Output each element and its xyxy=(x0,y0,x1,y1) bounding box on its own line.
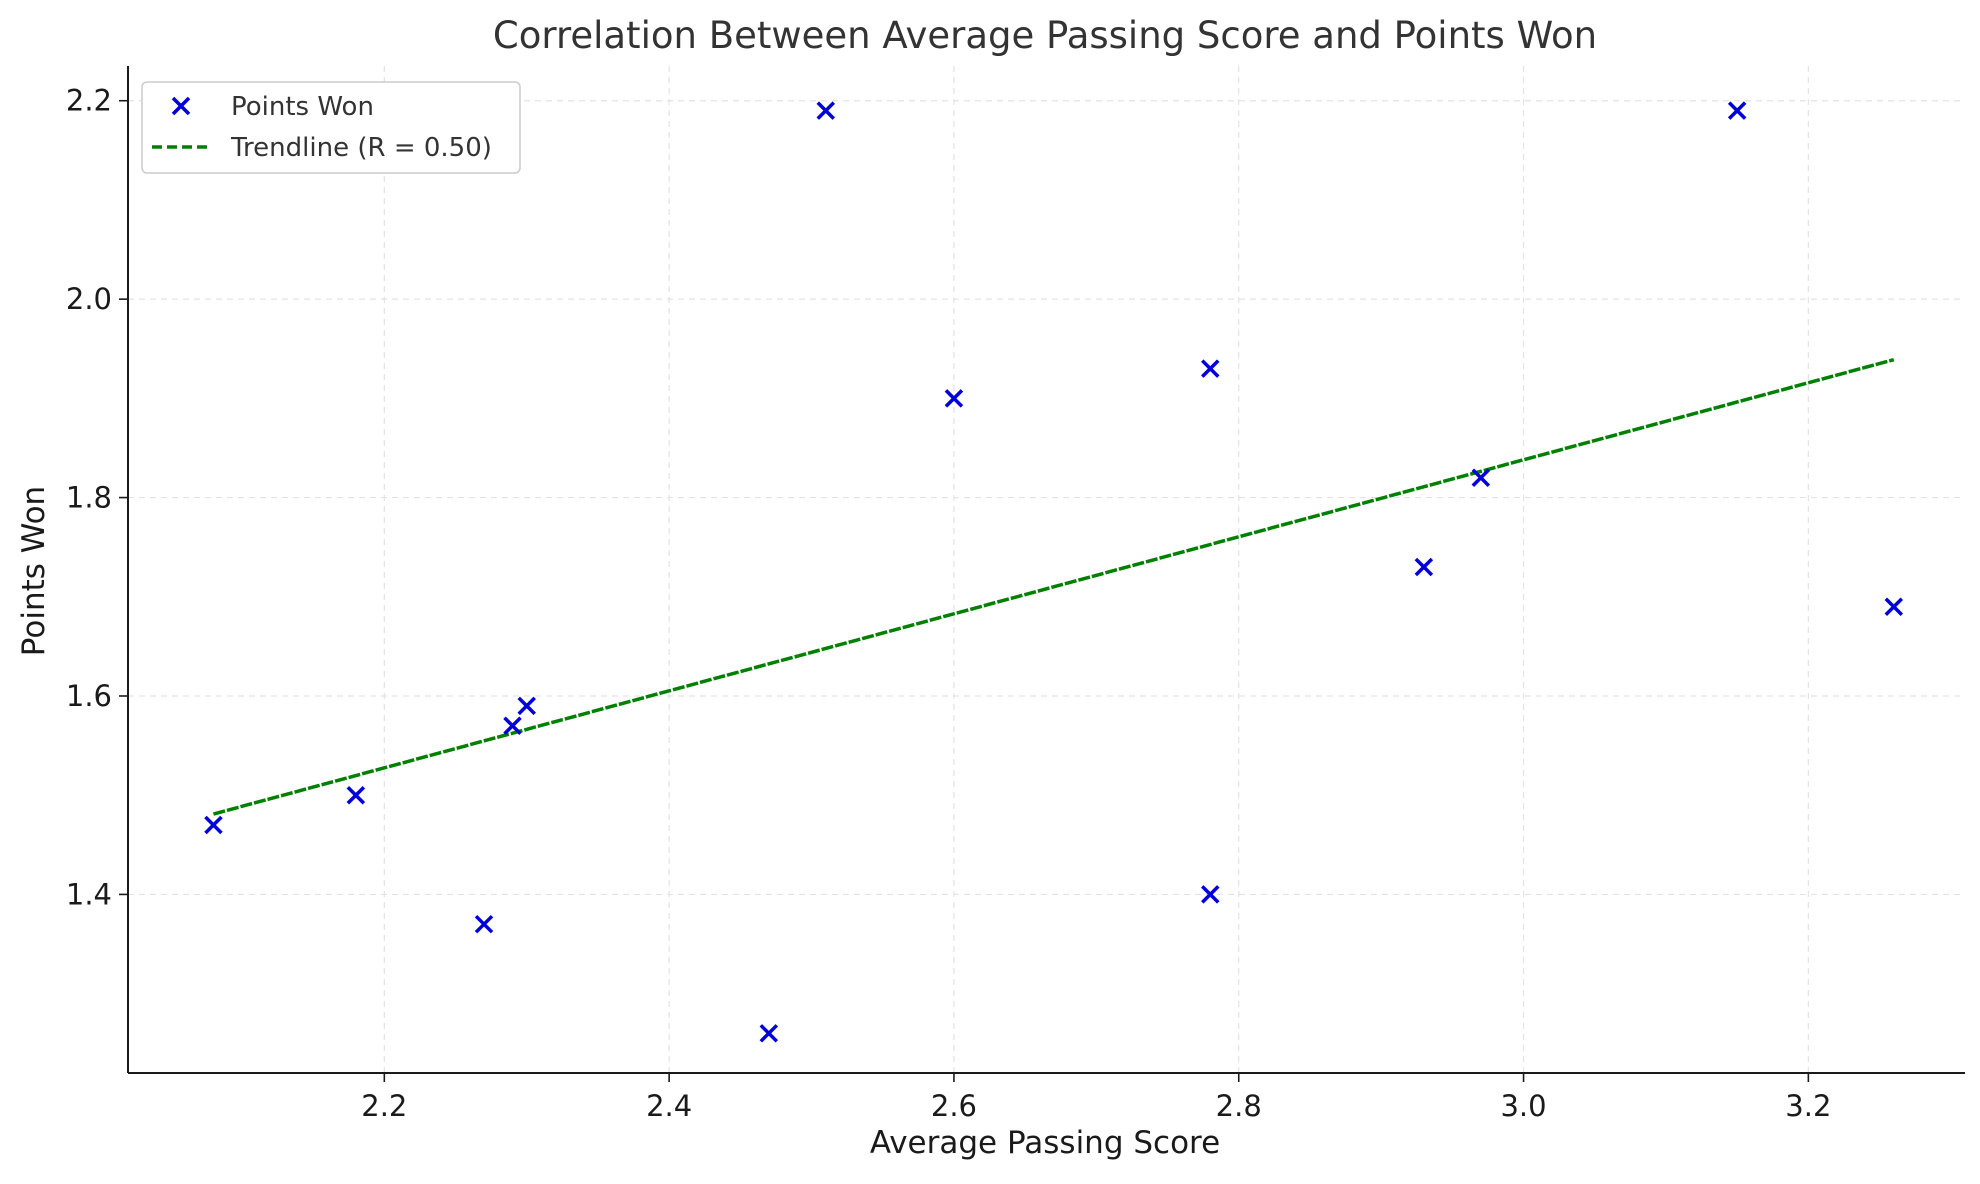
y-axis-label: Points Won xyxy=(16,486,52,656)
x-tick-label: 2.2 xyxy=(361,1089,407,1123)
scatter-point xyxy=(1884,597,1904,616)
x-axis-label: Average Passing Score xyxy=(870,1125,1220,1161)
scatter-point xyxy=(204,815,223,835)
scatter-point xyxy=(1471,468,1491,487)
chart-title: Correlation Between Average Passing Scor… xyxy=(493,14,1597,57)
scatter-point xyxy=(517,696,536,716)
scatter-point xyxy=(944,389,964,408)
scatter-point xyxy=(1201,359,1220,378)
trendline xyxy=(212,357,1895,816)
grid-layer xyxy=(128,66,1965,1073)
axes-layer: 2.2 2.4 2.6 2.8 3.0 3.2 1.4 1.6 1.8 2.0 2.2 xyxy=(66,66,1965,1123)
y-tick-label: 1.8 xyxy=(66,481,112,515)
legend-label-points-won: Points Won xyxy=(231,92,374,122)
scatter-point xyxy=(474,914,494,934)
y-tick-label: 1.4 xyxy=(66,877,112,911)
legend-scatter-marker xyxy=(171,96,191,116)
x-tick-label: 2.8 xyxy=(1216,1089,1262,1123)
y-tick-label: 2.2 xyxy=(66,84,112,118)
trendline-layer xyxy=(212,357,1895,816)
points-layer xyxy=(204,101,1904,1043)
x-tick-label: 3.0 xyxy=(1500,1089,1546,1123)
scatter-point xyxy=(346,785,366,805)
legend-label-trendline: Trendline (R = 0.50) xyxy=(230,133,492,163)
x-tick-label: 3.2 xyxy=(1785,1089,1831,1123)
y-tick-label: 1.6 xyxy=(66,679,112,713)
x-tick-label: 2.6 xyxy=(931,1089,977,1123)
legend: Points Won Trendline (R = 0.50) xyxy=(141,81,521,174)
y-tick-label: 2.0 xyxy=(66,282,112,316)
x-tick-label: 2.4 xyxy=(646,1089,692,1123)
legend-box xyxy=(141,81,521,174)
scatter-point xyxy=(759,1024,779,1043)
scatter-point xyxy=(1727,101,1747,120)
scatter-point xyxy=(816,101,836,120)
scatter-point xyxy=(1201,885,1220,904)
scatter-point xyxy=(503,716,522,735)
scatter-point xyxy=(1414,557,1434,577)
